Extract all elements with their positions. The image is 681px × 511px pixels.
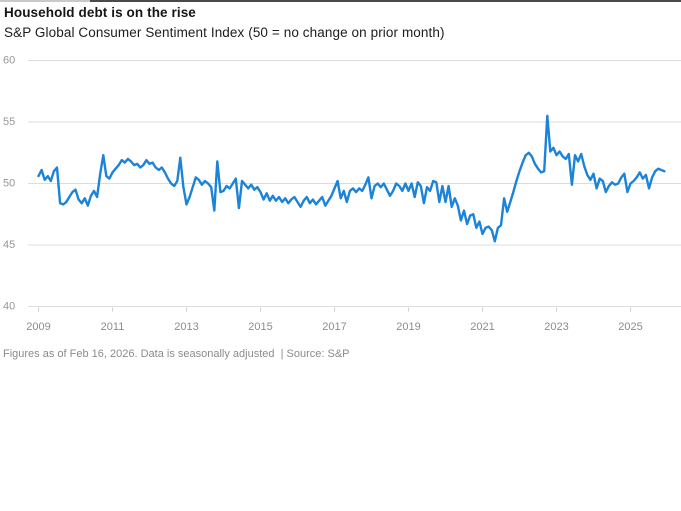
x-axis-label-2023: 2023 [544, 321, 568, 333]
y-axis-label-55: 55 [3, 116, 15, 128]
sentiment-index-series [37, 114, 666, 243]
chart-title: Household debt is on the rise [4, 5, 196, 20]
x-axis-label-2013: 2013 [174, 321, 198, 333]
x-axis-label-2011: 2011 [101, 321, 125, 333]
y-axis-label-60: 60 [3, 55, 15, 67]
sentiment-line-chart: 40 45 50 55 60 2009 2011 2013 2015 2017 2019 2021 20… [3, 55, 681, 333]
x-axis-label-2021: 2021 [470, 321, 494, 333]
x-axis-label-2019: 2019 [396, 321, 420, 333]
chart-footnote: Figures as of Feb 16, 2026. Data is seas… [3, 348, 350, 360]
x-axis-label-2009: 2009 [26, 321, 50, 333]
x-axis-label-2017: 2017 [322, 321, 346, 333]
y-axis-label-40: 40 [3, 301, 15, 313]
y-axis-label-50: 50 [3, 178, 15, 190]
window-edge-artifact-left [0, 0, 90, 2]
x-axis-label-2025: 2025 [618, 321, 642, 333]
window-edge-artifact-right [90, 0, 681, 2]
chart-subtitle: S&P Global Consumer Sentiment Index (50 … [4, 25, 445, 40]
x-axis-label-2015: 2015 [248, 321, 272, 333]
y-axis-label-45: 45 [3, 239, 15, 251]
